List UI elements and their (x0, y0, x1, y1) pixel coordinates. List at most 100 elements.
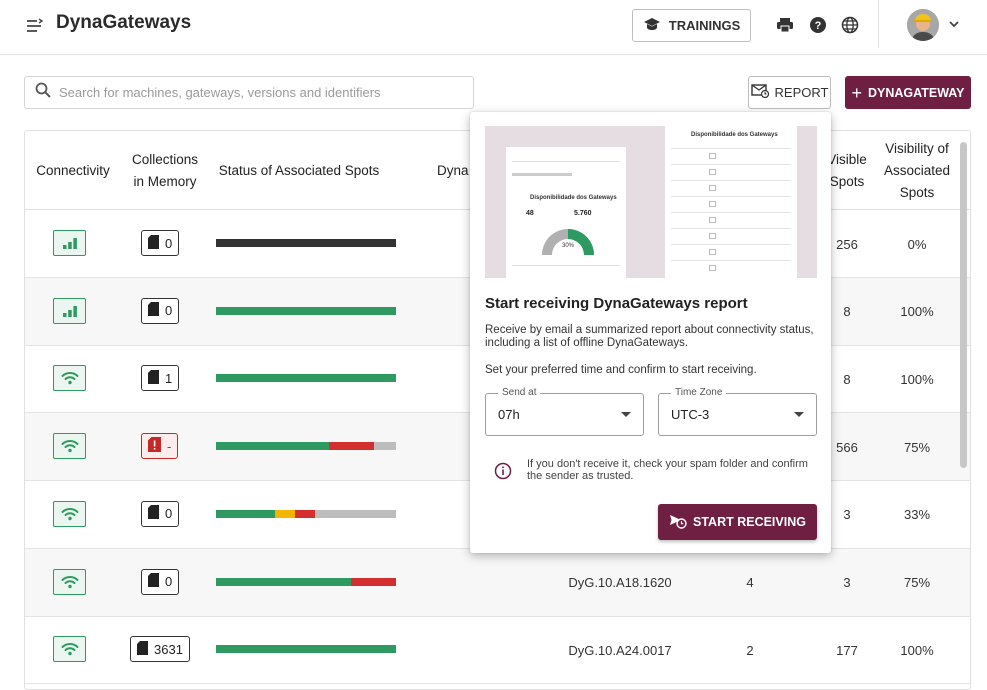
memory-badge: 0 (141, 297, 180, 324)
spots-status-bar (216, 577, 396, 586)
wifi-icon (53, 568, 86, 595)
column-status-spots[interactable]: Status of Associated Spots (218, 162, 380, 178)
timezone-label: Time Zone (671, 387, 727, 398)
avatar[interactable] (907, 9, 939, 41)
trainings-button[interactable]: TRAININGS (632, 9, 751, 42)
app-title: DynaGateways (56, 12, 192, 33)
preview-row-line (671, 164, 791, 165)
associated-spots-cell: 4 (746, 575, 754, 590)
preview-gauge (538, 225, 598, 255)
send-at-value: 07h (498, 407, 520, 422)
schedule-send-icon (669, 513, 687, 532)
status-segment (216, 509, 276, 518)
header-divider (878, 0, 879, 48)
preview-row-icon (709, 153, 716, 159)
status-segment (351, 577, 396, 586)
svg-text:?: ? (815, 20, 822, 32)
sd-card-icon (148, 573, 159, 590)
preview-row-icon (709, 217, 716, 223)
preview-row-line (671, 244, 791, 245)
sd-card-icon (148, 505, 159, 522)
spots-status-bar (216, 306, 396, 315)
visibility-cell: 100% (900, 304, 934, 320)
visible-spots-cell: 177 (836, 642, 858, 658)
table-scrollbar[interactable] (960, 142, 967, 468)
status-segment (295, 509, 315, 518)
popover-title: Start receiving DynaGateways report (485, 295, 748, 312)
status-segment (216, 577, 351, 586)
memory-badge: - (141, 433, 179, 460)
caret-down-icon (794, 412, 804, 417)
table-row[interactable]: 0 DyG.10.A18.1620 4 3 75% (25, 548, 970, 617)
visibility-cell: 0% (907, 236, 927, 252)
preview-row-icon (709, 169, 716, 175)
add-dynagateway-button[interactable]: + DYNAGATEWAY (845, 76, 971, 109)
preview-stat-2: 5.760 (574, 210, 592, 217)
column-memory-line2: in Memory (133, 173, 197, 189)
visibility-cell: 100% (900, 371, 934, 387)
preview-left-title: Disponibilidade dos Gateways (530, 195, 617, 201)
memory-count: 0 (165, 303, 173, 319)
print-icon[interactable] (775, 15, 795, 35)
top-bar: DynaGateways TRAININGS ? (0, 0, 987, 55)
status-segment (374, 442, 396, 451)
memory-count: 0 (165, 506, 173, 522)
report-preview-image: Disponibilidade dos Gateways 48 5.760 30… (485, 126, 817, 278)
globe-icon[interactable] (840, 15, 860, 35)
start-receiving-button[interactable]: START RECEIVING (658, 504, 817, 540)
search-input[interactable] (59, 85, 459, 100)
search-field[interactable] (24, 76, 474, 109)
spots-status-bar (216, 374, 396, 383)
plus-icon: + (851, 82, 862, 103)
memory-count: - (167, 438, 172, 454)
status-segment (314, 509, 396, 518)
status-segment (216, 239, 396, 247)
column-collections-in-memory[interactable]: Collections in Memory (121, 131, 209, 210)
help-icon[interactable]: ? (808, 15, 828, 35)
popover-description: Receive by email a summarized report abo… (485, 324, 814, 349)
visibility-cell: 75% (903, 439, 931, 455)
chevron-down-icon[interactable] (947, 17, 961, 31)
timezone-select[interactable]: Time Zone UTC-3 (658, 387, 817, 436)
preview-right-title: Disponibilidade dos Gateways (691, 132, 778, 138)
status-segment (216, 374, 396, 383)
spam-info-text: If you don't receive it, check your spam… (527, 458, 808, 482)
menu-collapse-icon[interactable] (24, 16, 44, 36)
preview-row-line (671, 260, 791, 261)
memory-count: 1 (165, 370, 173, 386)
report-label: REPORT (774, 85, 829, 100)
preview-row-icon (709, 265, 716, 271)
version-cell: DyG.10.A18.1620 (568, 575, 672, 590)
visible-spots-cell: 8 (843, 371, 851, 387)
column-dyna[interactable]: Dyna (437, 162, 469, 178)
status-segment (216, 442, 330, 451)
status-segment (329, 442, 375, 451)
sd-card-icon (148, 369, 159, 387)
preview-right-page: Disponibilidade dos Gateways (665, 126, 797, 278)
sd-card-alert-icon (148, 437, 161, 455)
popover-instruction: Set your preferred time and confirm to s… (485, 364, 757, 376)
report-button[interactable]: REPORT (748, 76, 831, 109)
mail-clock-icon (750, 84, 769, 101)
visible-spots-cell: 3 (843, 507, 851, 523)
preview-row-icon (709, 185, 716, 191)
report-popover: Disponibilidade dos Gateways 48 5.760 30… (470, 112, 831, 553)
visible-spots-cell: 256 (836, 236, 858, 252)
wifi-icon (53, 636, 86, 663)
spots-status-bar (216, 442, 396, 451)
add-dynagateway-label: DYNAGATEWAY (867, 85, 965, 100)
sd-card-icon (148, 302, 159, 319)
column-visible-spots[interactable]: Visible Spots (821, 131, 873, 210)
column-visibility[interactable]: Visibility of Associated Spots (873, 131, 961, 210)
preview-row-line (671, 196, 791, 197)
visible-spots-cell: 566 (836, 439, 858, 455)
column-connectivity[interactable]: Connectivity (36, 162, 110, 178)
caret-down-icon (621, 412, 631, 417)
preview-row-line (671, 228, 791, 229)
memory-badge: 0 (141, 230, 180, 256)
memory-count: 3631 (154, 641, 183, 657)
memory-count: 0 (165, 574, 173, 589)
send-at-select[interactable]: Send at 07h (485, 387, 644, 436)
column-visible-line2: Spots (829, 173, 865, 189)
timezone-value: UTC-3 (671, 407, 710, 422)
